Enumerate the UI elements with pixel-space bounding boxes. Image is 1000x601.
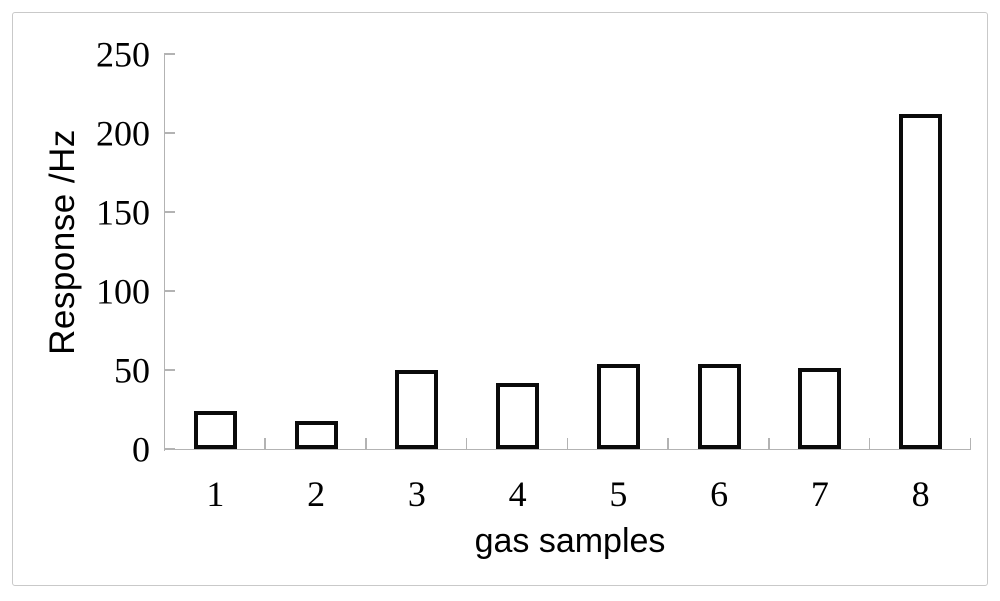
x-tick-mark [163, 438, 165, 449]
x-tick-mark [969, 438, 971, 449]
x-axis-line [163, 448, 971, 450]
x-axis-title: gas samples [474, 522, 666, 560]
bar-sample-8 [899, 114, 943, 449]
x-tick-label: 8 [911, 474, 930, 514]
bar-sample-6 [697, 363, 741, 449]
y-tick-mark [163, 369, 175, 371]
x-tick-mark [667, 438, 669, 449]
y-axis-title: Response /Hz [43, 129, 82, 355]
x-tick-mark [365, 438, 367, 449]
x-tick-mark [465, 438, 468, 449]
y-tick-label: 200 [96, 113, 150, 154]
x-tick-label: 6 [710, 474, 729, 514]
bar-sample-4 [496, 382, 540, 449]
bar-sample-1 [193, 411, 237, 449]
x-tick-mark [868, 438, 871, 449]
x-tick-mark [264, 438, 266, 449]
chart-frame [12, 12, 988, 586]
x-tick-label: 2 [307, 474, 326, 514]
bar-sample-7 [798, 368, 842, 449]
y-tick-label: 50 [114, 350, 150, 391]
x-tick-label: 7 [810, 474, 829, 514]
x-tick-label: 5 [609, 474, 628, 514]
y-tick-mark [163, 290, 175, 292]
y-tick-mark [163, 53, 175, 55]
x-tick-label: 4 [508, 474, 527, 514]
y-tick-label: 100 [96, 271, 150, 312]
y-tick-mark [163, 448, 175, 450]
x-tick-mark [566, 438, 568, 449]
y-axis-line [163, 54, 165, 451]
y-tick-label: 250 [96, 34, 150, 75]
y-tick-mark [163, 211, 175, 213]
x-tick-label: 1 [206, 474, 225, 514]
bar-sample-2 [294, 420, 338, 449]
y-tick-label: 0 [132, 429, 150, 470]
y-tick-mark [163, 132, 175, 134]
y-tick-label: 150 [96, 192, 150, 233]
bar-sample-5 [596, 363, 640, 449]
bar-sample-3 [395, 370, 439, 449]
x-tick-label: 3 [407, 474, 426, 514]
x-tick-mark [768, 438, 770, 449]
